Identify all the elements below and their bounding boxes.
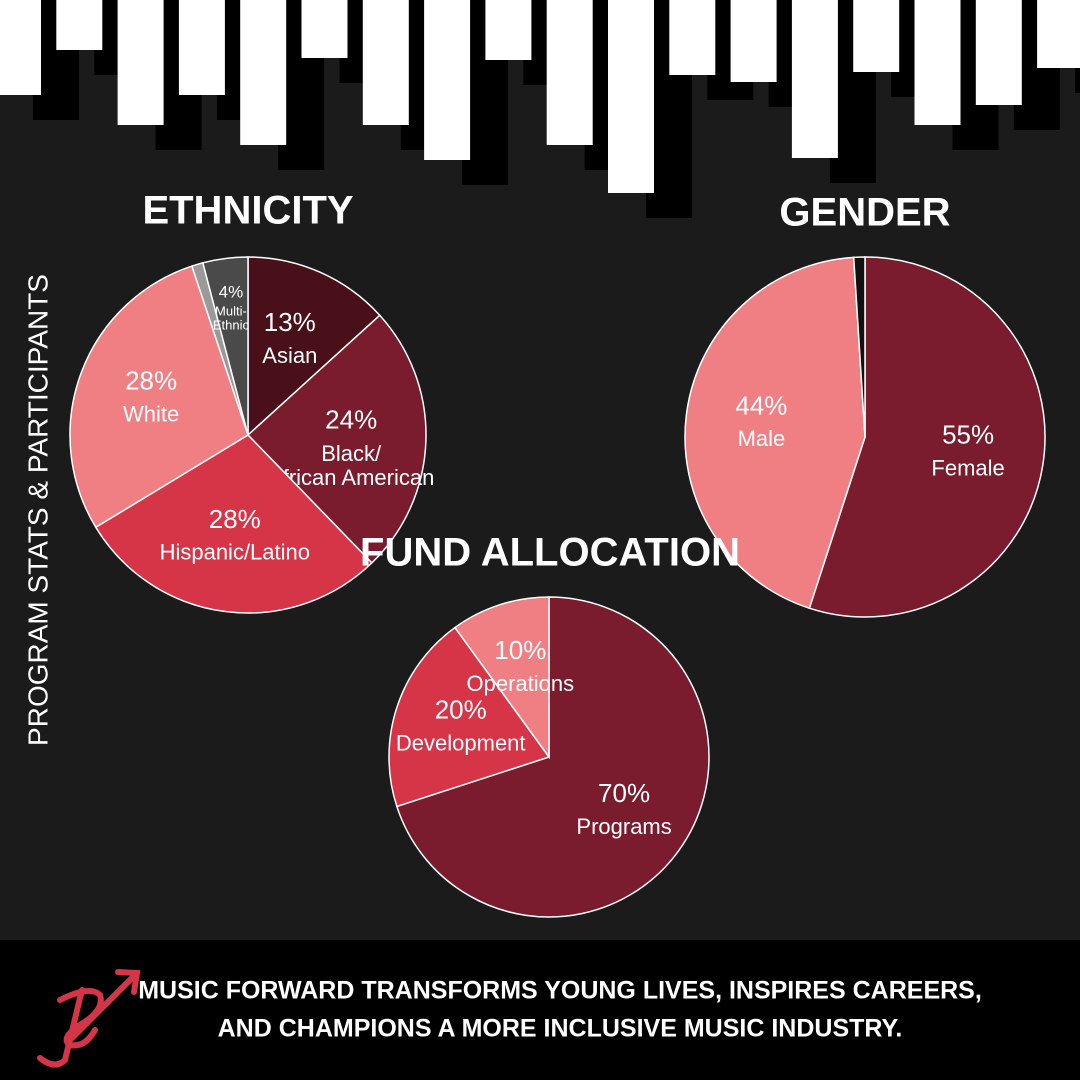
pie-slice [395, 596, 710, 918]
bar [546, 0, 593, 145]
bar [914, 0, 961, 125]
value-label: 20% [435, 695, 487, 725]
pie-slice [94, 434, 373, 614]
bar [178, 0, 225, 95]
pie-slice [246, 314, 427, 564]
footer-line: MUSIC FORWARD TRANSFORMS YOUNG LIVES, IN… [138, 977, 982, 1005]
chart-title: FUND ALLOCATION [360, 531, 740, 575]
logo-stroke [57, 988, 104, 1049]
bar [0, 0, 41, 95]
bar [975, 0, 1022, 105]
category-label: Black/African American [268, 441, 434, 490]
decoration-bars [0, 0, 1080, 218]
bar [669, 0, 716, 75]
bar [730, 0, 777, 82]
value-label: 44% [735, 390, 787, 420]
bar [301, 0, 348, 58]
bar [362, 0, 409, 125]
pie-slice [201, 256, 249, 436]
category-label: Programs [576, 814, 671, 839]
pie-slice [808, 256, 1046, 618]
value-label: 70% [598, 778, 650, 808]
logo-stem [37, 987, 85, 1068]
footer-line: AND CHAMPIONS A MORE INCLUSIVE MUSIC IND… [218, 1015, 903, 1043]
bar [117, 0, 164, 125]
pie-slice [388, 626, 551, 808]
chart-title: ETHNICITY [142, 189, 353, 233]
pie-slice [852, 256, 866, 438]
bar [791, 0, 838, 158]
pie-slice [684, 256, 866, 610]
logo-arrow [67, 969, 141, 1043]
category-label: Multi-Ethnic [213, 304, 250, 333]
category-label: Operations [467, 671, 575, 696]
logo [37, 969, 141, 1068]
side-label: PROGRAM STATS & PARTICIPANTS [22, 274, 53, 746]
value-label: 28% [209, 504, 261, 534]
pie-slice [247, 256, 381, 437]
value-label: 4% [219, 282, 244, 301]
category-label: Hispanic/Latino [160, 540, 310, 565]
pie-slice [453, 596, 550, 760]
pie-slice [69, 265, 249, 529]
footer-band [0, 940, 1080, 1080]
value-label: 24% [325, 405, 377, 435]
category-label: Development [396, 731, 526, 756]
chart-title: GENDER [779, 191, 950, 235]
bar [56, 0, 103, 50]
value-label: 10% [494, 635, 546, 665]
bar [608, 0, 654, 193]
category-label: Female [931, 456, 1004, 481]
category-label: Male [738, 426, 786, 451]
bar [424, 0, 471, 160]
bar [853, 0, 900, 72]
value-label: 28% [125, 366, 177, 396]
bar [485, 0, 532, 60]
value-label: 13% [264, 307, 316, 337]
bar [240, 0, 287, 145]
bar [1037, 0, 1080, 68]
category-label: White [123, 402, 179, 427]
category-label: Asian [262, 343, 317, 368]
value-label: 55% [942, 420, 994, 450]
